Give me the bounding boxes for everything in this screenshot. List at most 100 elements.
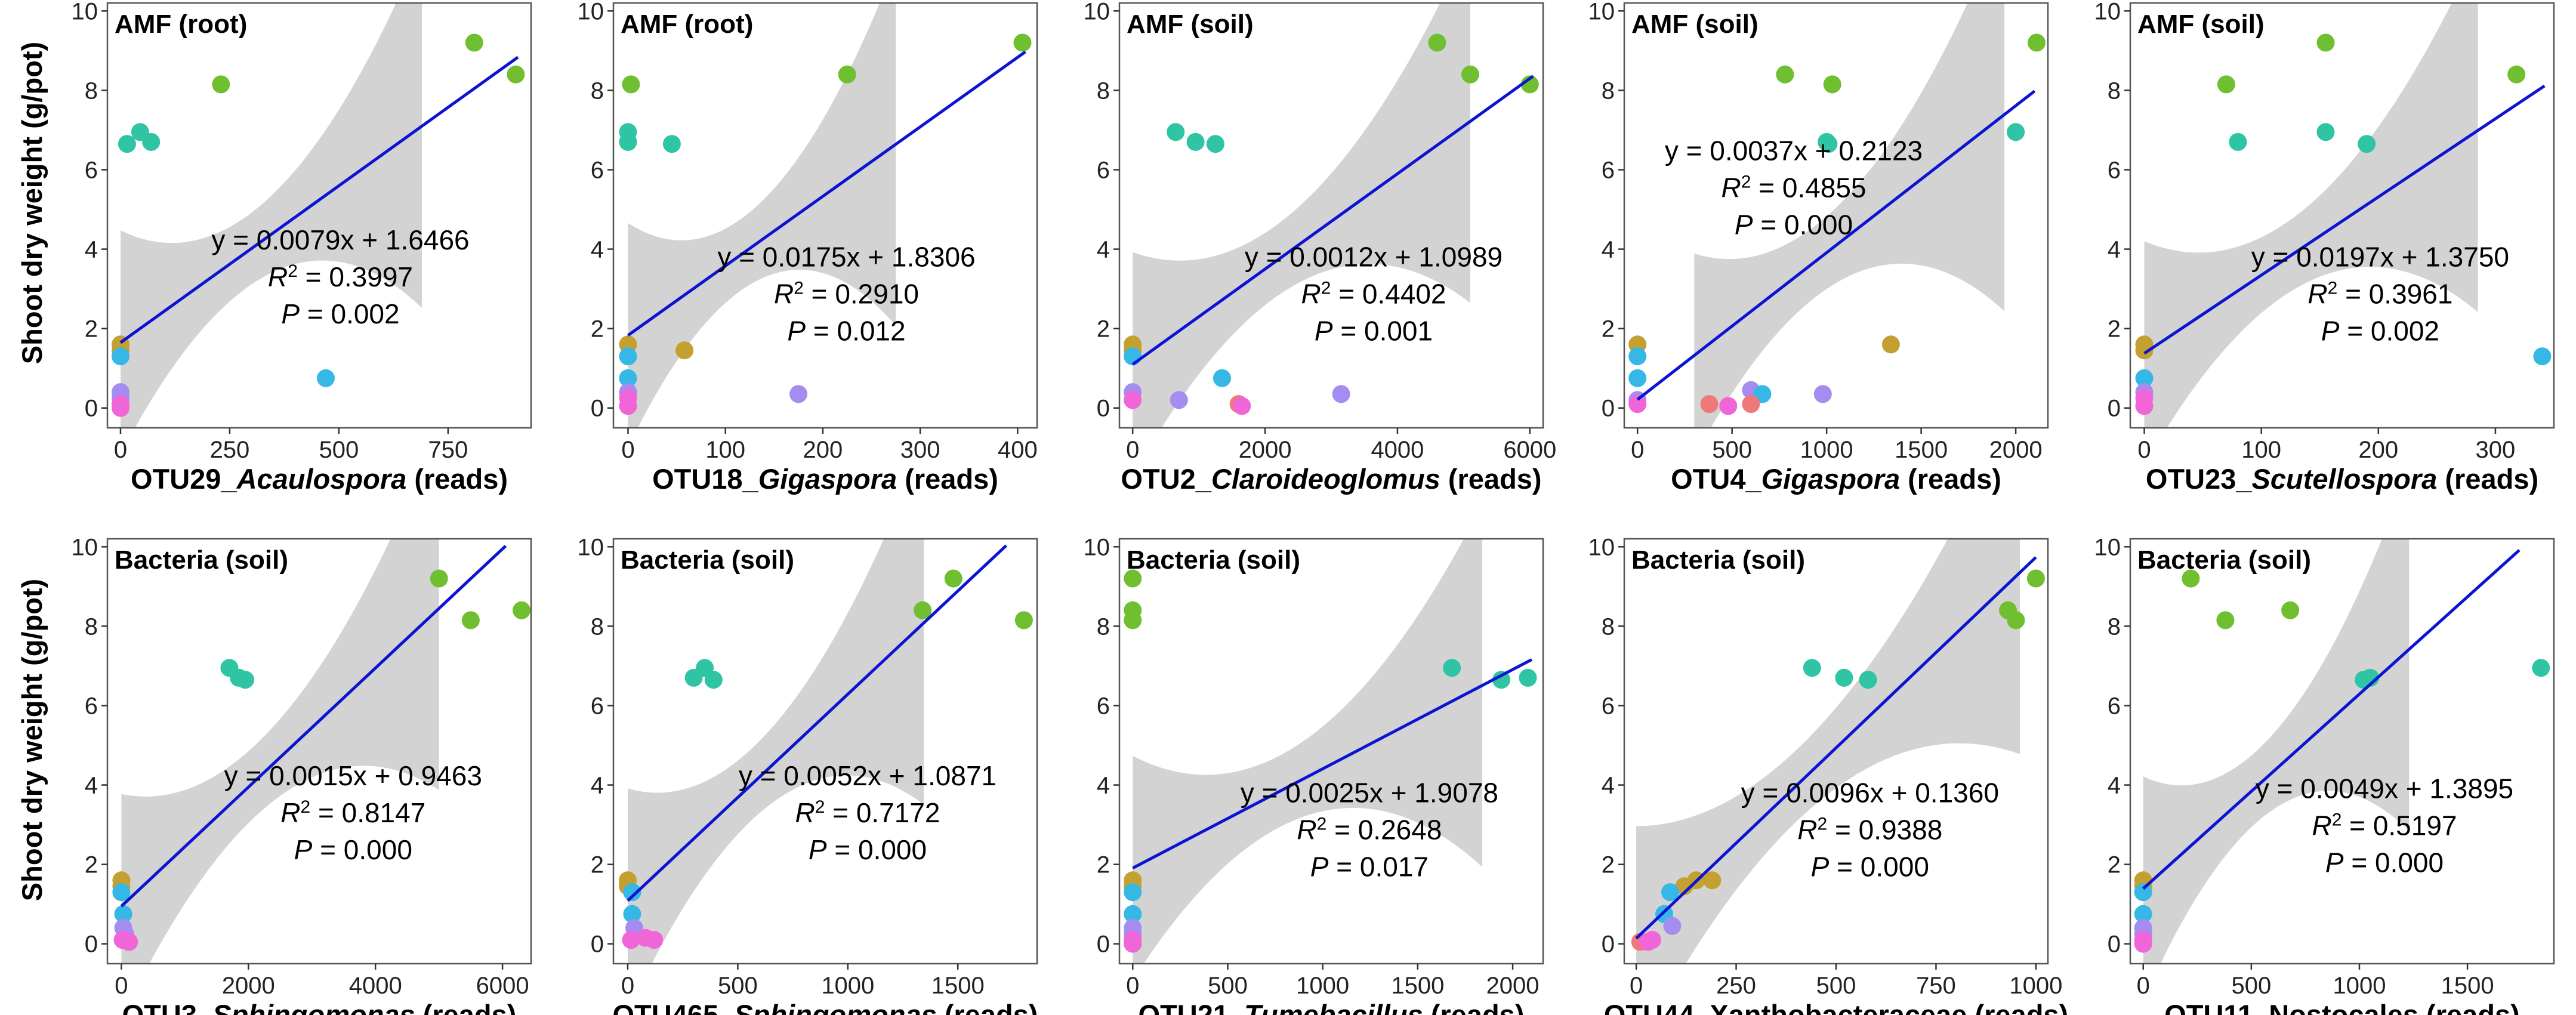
confidence-band [2143,539,2410,964]
p-value-number: = 0.000 [312,834,412,865]
panel-title: AMF (soil) [2137,10,2265,39]
y-tick-label: 6 [2108,693,2121,719]
y-tick-label: 4 [1097,237,1110,263]
data-point [1124,391,1142,409]
x-axis-label: OTU11_Nostocales (reads) [2164,999,2520,1015]
confidence-band [1133,3,1470,428]
panel-title: Bacteria (soil) [2137,545,2311,575]
data-point [2134,883,2152,902]
data-point [645,931,664,949]
p-value-number: = 0.002 [300,298,400,329]
x-tick-label: 2000 [1239,437,1292,463]
p-value: P = 0.012 [787,315,905,346]
data-point [2507,65,2526,84]
y-tick-label: 10 [1084,534,1110,560]
x-tick-label: 250 [1716,973,1756,999]
x-axis-label-prefix: OTU18_ [652,463,758,495]
data-point [1332,385,1350,403]
p-value: P = 0.000 [1735,209,1853,240]
y-tick-label: 4 [1602,237,1615,263]
regression-line [627,544,1008,902]
y-tick-label: 6 [1602,157,1615,183]
data-point [1443,659,1461,677]
y-tick-label: 4 [2108,773,2121,799]
data-point [1013,33,1032,52]
x-axis-label: OTU3_Sphingomonas (reads) [122,999,517,1015]
data-point [1170,391,1188,409]
r-squared: R2 = 0.4855 [1721,172,1866,203]
p-value-number: = 0.017 [1328,851,1429,882]
r-squared-symbol: R [1797,814,1817,845]
data-point [2135,397,2154,415]
y-tick-label: 2 [591,316,604,343]
y-tick-label: 10 [1588,534,1615,560]
regression-line [2142,549,2521,890]
x-tick-label: 0 [1631,437,1644,463]
x-tick-label: 1000 [2009,973,2062,999]
data-point [1628,347,1647,366]
x-tick-label: 1000 [1800,437,1853,463]
regression-line [120,545,507,908]
r-squared-exponent: 2 [1818,814,1828,834]
x-axis-label-genus: Tumebacillus [1244,999,1423,1015]
y-tick-label: 10 [1588,0,1615,24]
data-point [2217,75,2235,94]
x-tick-label: 0 [1630,973,1643,999]
data-point [1124,611,1142,630]
y-axis-label-bottom: Shoot dry weight (g/pot) [16,579,48,901]
r-squared-value: = 0.2648 [1326,814,1442,845]
x-axis-label-genus: Gigaspora [758,463,897,495]
x-axis-label-suffix: (reads) [415,999,517,1015]
y-tick-label: 6 [85,693,98,719]
data-point [465,33,483,52]
x-axis-label-prefix: OTU29_ [131,463,237,495]
data-point [662,135,681,153]
p-value: P = 0.000 [2325,847,2444,878]
data-point [1700,395,1719,414]
data-point [2135,341,2154,360]
p-value: P = 0.002 [2321,315,2439,346]
x-tick-label: 100 [705,437,745,463]
x-tick-label: 2000 [1486,973,1540,999]
x-tick-label: 0 [1126,437,1139,463]
data-point [1835,668,1853,687]
data-point [1819,135,1838,153]
r-squared-exponent: 2 [815,797,825,816]
regression-line [2143,84,2546,355]
data-point [1519,668,1537,687]
p-symbol: P [787,315,806,346]
panel-title: Bacteria (soil) [1127,545,1300,575]
y-tick-label: 2 [2108,316,2121,343]
x-axis-label-genus: Scutellospora [2252,463,2438,495]
x-axis-label-prefix: OTU11_Nostocales (reads) [2164,999,2520,1015]
y-tick-label: 4 [85,773,98,799]
p-symbol: P [1310,851,1329,882]
regression-line [119,55,519,344]
y-tick-label: 2 [85,852,98,878]
data-point [1813,385,1832,403]
x-tick-label: 0 [114,437,127,463]
data-point [1428,33,1446,52]
r-squared-value: = 0.2910 [804,278,919,309]
x-axis-label: OTU18_Gigaspora (reads) [652,463,998,495]
panel-frame [612,2,1038,429]
x-axis-label-genus: Sphingomonas [734,999,936,1015]
x-tick-label: 2000 [222,973,275,999]
x-axis-label-suffix: (reads) [1423,999,1525,1015]
data-point [1124,905,1142,923]
y-tick-label: 10 [72,0,98,24]
data-point [1675,877,1693,896]
y-tick-label: 2 [1097,852,1110,878]
data-point [2007,611,2025,630]
data-point [317,369,335,387]
data-point [1124,934,1142,953]
p-symbol: P [2321,315,2340,346]
panel-title: AMF (soil) [1631,10,1759,39]
panel-frame [106,538,532,965]
